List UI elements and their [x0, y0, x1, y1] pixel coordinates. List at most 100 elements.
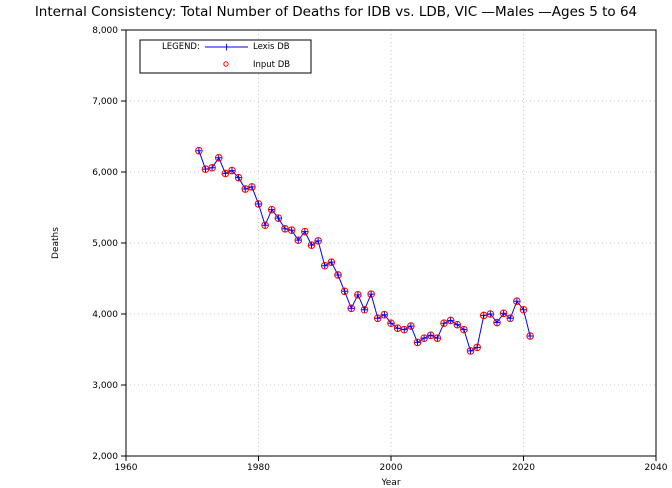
input-db-point	[274, 214, 283, 222]
input-db-point	[360, 305, 369, 314]
input-db-point	[234, 173, 243, 182]
input-db-point	[413, 338, 422, 347]
input-db-point	[407, 322, 415, 330]
input-db-point	[228, 166, 236, 175]
input-db-point	[513, 297, 521, 306]
lexis-db-point	[268, 206, 276, 214]
y-tick-label: 5,000	[92, 239, 118, 249]
lexis-db-point	[460, 326, 468, 334]
input-db-point	[426, 331, 435, 340]
y-axis-label: Deaths	[51, 227, 61, 259]
input-db-point	[440, 319, 448, 328]
input-db-point	[380, 310, 389, 319]
input-db-point	[387, 319, 395, 328]
input-db-point	[314, 237, 322, 245]
lexis-db-point	[513, 297, 521, 305]
lexis-db-point	[493, 319, 501, 327]
input-db-point	[420, 334, 428, 342]
x-tick-label: 1960	[115, 463, 138, 473]
y-tick-label: 4,000	[92, 310, 118, 320]
lexis-db-point	[427, 331, 435, 339]
input-db-point	[334, 271, 342, 279]
input-db-point	[367, 290, 375, 298]
input-db-point	[519, 305, 528, 314]
input-db-point	[294, 236, 303, 244]
input-db-point	[195, 146, 203, 155]
input-db-point	[208, 163, 216, 172]
input-db-point	[241, 185, 250, 193]
lexis-db-point	[440, 319, 448, 327]
legend-title: LEGEND:	[162, 42, 200, 52]
lexis-db-point	[400, 326, 408, 334]
input-db-point	[373, 314, 382, 323]
lexis-db-point	[327, 258, 335, 266]
input-db-point	[254, 200, 263, 208]
input-db-point	[446, 316, 455, 325]
lexis-db-point	[261, 221, 269, 229]
x-tick-label: 2020	[512, 463, 535, 473]
lexis-db-point	[374, 314, 382, 322]
lexis-db-point	[301, 228, 309, 236]
input-db-point	[466, 347, 475, 355]
legend-lexis-marker: +	[222, 41, 231, 54]
input-db-point	[354, 291, 362, 299]
x-tick-label: 2000	[380, 463, 403, 473]
lexis-db-point	[520, 306, 527, 314]
input-db-point	[307, 241, 316, 249]
lexis-db-point	[380, 311, 388, 319]
input-db-point	[214, 154, 223, 162]
lexis-db-point	[215, 154, 223, 162]
lexis-db-point	[248, 183, 256, 191]
input-db-point	[486, 310, 495, 318]
y-tick-label: 6,000	[92, 168, 118, 178]
series-layer	[195, 146, 534, 355]
input-db-point	[267, 205, 276, 214]
y-tick-label: 3,000	[92, 381, 118, 391]
lexis-db-point	[241, 185, 249, 193]
input-db-point	[320, 261, 329, 270]
input-db-point	[460, 325, 468, 334]
lexis-db-point	[447, 316, 455, 324]
legend-input-label: Input DB	[253, 60, 290, 70]
input-db-point	[248, 183, 256, 191]
y-tick-label: 2,000	[92, 452, 118, 462]
lexis-db-point	[341, 287, 349, 295]
lexis-db-point	[433, 334, 441, 342]
lexis-db-point	[274, 214, 282, 222]
input-db-point	[347, 304, 356, 313]
lexis-db-point	[414, 338, 421, 346]
lexis-db-point	[347, 304, 355, 312]
lexis-db-point	[314, 237, 322, 245]
lexis-db-point	[202, 165, 209, 173]
chart-title: Internal Consistency: Total Number of De…	[34, 4, 638, 20]
lexis-db-point	[281, 225, 289, 233]
lexis-db-point	[486, 310, 494, 318]
lexis-db-point	[221, 169, 229, 177]
lexis-db-point	[367, 290, 375, 298]
lexis-db-point	[480, 311, 488, 319]
input-db-point	[261, 221, 269, 230]
legend-lexis-label: Lexis DB	[253, 42, 290, 52]
lexis-db-point	[308, 241, 315, 249]
x-tick-label: 1980	[247, 463, 270, 473]
input-db-point	[506, 314, 515, 323]
lexis-db-point	[255, 200, 262, 208]
lexis-db-point	[208, 164, 216, 172]
lexis-db-point	[453, 321, 461, 329]
lexis-db-point	[526, 332, 534, 340]
input-db-point	[473, 343, 481, 352]
lexis-db-point	[500, 309, 508, 317]
y-axis: 2,000 3,000 4,000 5,000 6,000 7,000 8,000	[92, 26, 126, 462]
legend-input-marker	[223, 61, 229, 67]
lexis-db-point	[228, 167, 236, 175]
lexis-db-point	[473, 343, 481, 351]
input-db-point	[400, 325, 409, 334]
lexis-db-point	[334, 271, 342, 279]
y-tick-label: 7,000	[92, 97, 118, 107]
x-axis-label: Year	[380, 478, 400, 488]
x-tick-label: 2040	[645, 463, 668, 473]
x-axis: 1960 1980 2000 2020 2040	[115, 456, 668, 473]
lexis-db-point	[294, 236, 302, 244]
legend-box	[139, 39, 312, 74]
